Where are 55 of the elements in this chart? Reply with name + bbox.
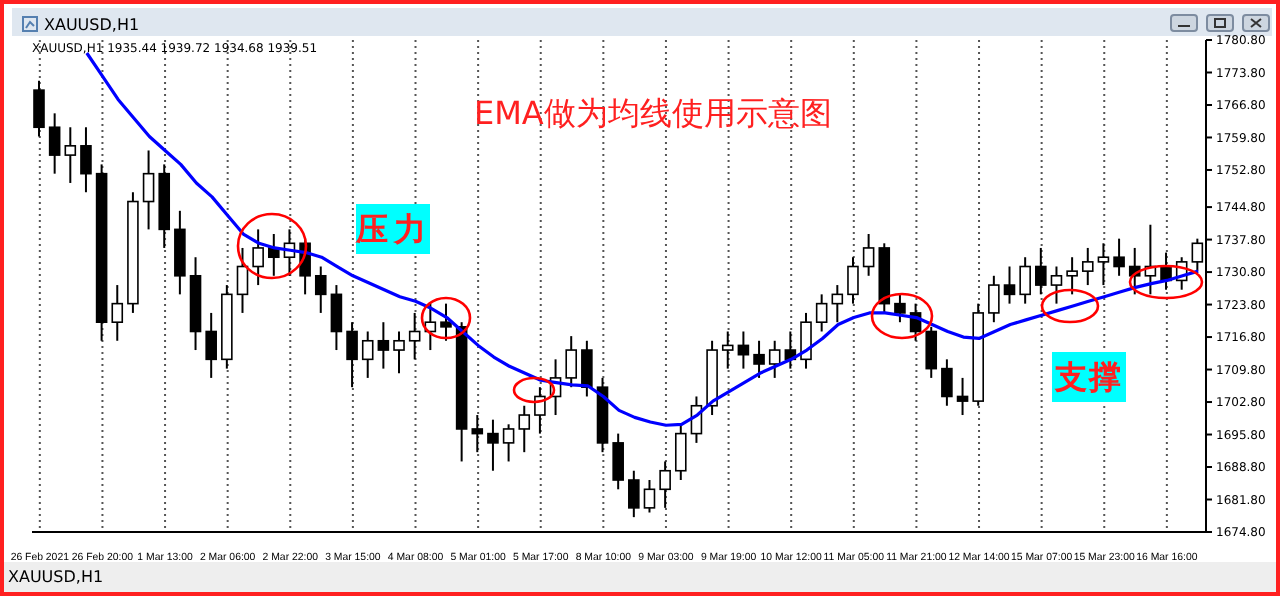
candlestick bbox=[847, 256, 859, 305]
candlestick bbox=[80, 126, 92, 194]
candlestick bbox=[643, 479, 656, 514]
candlestick bbox=[377, 321, 390, 370]
candlestick bbox=[768, 339, 781, 379]
candlestick bbox=[408, 311, 421, 361]
candlestick bbox=[581, 339, 593, 398]
candlestick bbox=[393, 330, 405, 375]
candlestick bbox=[174, 209, 186, 296]
candlestick bbox=[721, 330, 734, 370]
candlestick bbox=[314, 265, 327, 314]
candlestick bbox=[502, 423, 515, 463]
candlestick bbox=[361, 330, 374, 379]
annotation: 支撑 bbox=[1052, 352, 1126, 402]
candlestick bbox=[659, 460, 671, 509]
candlestick bbox=[1097, 242, 1110, 287]
candlestick bbox=[534, 386, 546, 435]
candlestick bbox=[800, 311, 812, 370]
candlestick bbox=[956, 376, 969, 417]
candlestick bbox=[612, 432, 624, 491]
candlestick bbox=[941, 358, 953, 407]
candlestick bbox=[1113, 237, 1125, 277]
annotation: 压力 bbox=[356, 204, 432, 254]
candlestick bbox=[440, 302, 452, 342]
candlestick bbox=[753, 339, 765, 379]
candlestick bbox=[988, 274, 1000, 324]
candlestick bbox=[674, 423, 687, 482]
candlestick bbox=[142, 149, 155, 231]
candlestick bbox=[1003, 265, 1016, 305]
candlestick bbox=[471, 414, 484, 454]
candlestick bbox=[862, 233, 875, 277]
candlestick bbox=[346, 321, 358, 389]
text: EMA做为均线使用示意图 bbox=[474, 94, 832, 136]
candlestick bbox=[1019, 256, 1031, 305]
candlestick bbox=[1035, 246, 1047, 296]
candlestick bbox=[1081, 246, 1094, 287]
candlestick bbox=[1050, 265, 1063, 305]
candlestick bbox=[628, 469, 640, 519]
candlestick bbox=[205, 311, 217, 379]
candlestick bbox=[330, 284, 343, 352]
candlestick bbox=[48, 112, 61, 175]
text: XAUUSD,H1 bbox=[8, 568, 104, 586]
candlestick bbox=[33, 79, 45, 138]
candlestick bbox=[894, 293, 906, 324]
candlestick bbox=[815, 293, 828, 333]
candlestick bbox=[236, 246, 249, 314]
candlestick bbox=[1066, 256, 1078, 296]
candlestick bbox=[518, 404, 531, 454]
candlestick bbox=[252, 228, 264, 287]
text: XAUUSD,H1 bbox=[44, 16, 140, 34]
candlestick bbox=[111, 284, 124, 342]
candlestick bbox=[565, 335, 578, 389]
candlestick bbox=[925, 325, 938, 379]
candlestick bbox=[64, 126, 77, 184]
candlestick bbox=[487, 418, 499, 472]
